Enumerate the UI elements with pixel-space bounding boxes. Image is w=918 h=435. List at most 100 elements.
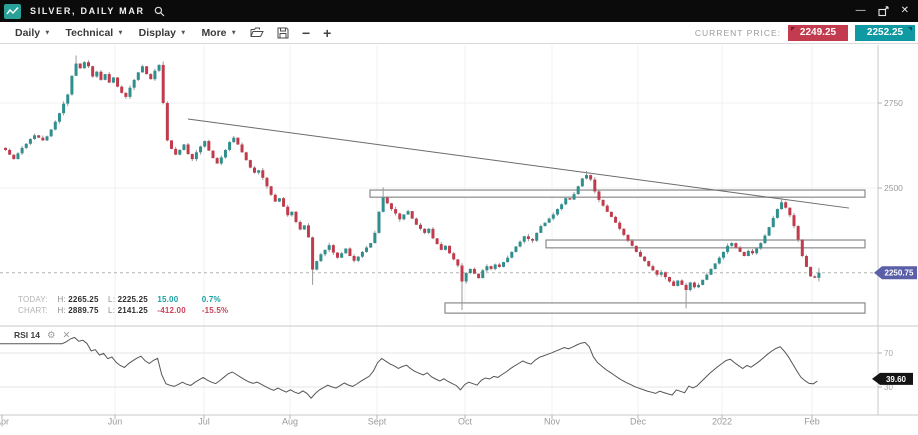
candle [203, 141, 207, 147]
trendline[interactable] [187, 118, 850, 209]
candle [746, 250, 750, 256]
candle [57, 113, 61, 122]
candle [41, 137, 45, 141]
candle [555, 209, 559, 215]
info-row-chart: CHART: H: 2889.75 L: 2141.25 -412.00 -15… [18, 306, 244, 317]
chart-high-value: 2889.75 [68, 305, 99, 315]
candle [585, 175, 588, 179]
candle [535, 232, 539, 241]
chevron-down-icon: ▼ [230, 29, 237, 37]
chart-low-value: 2141.25 [117, 305, 148, 315]
menu-display[interactable]: Display ▼ [139, 27, 187, 39]
candle [721, 251, 725, 258]
candle [419, 224, 422, 229]
candle [311, 237, 315, 270]
candle [28, 139, 32, 144]
rsi-line [0, 336, 818, 399]
rsi-settings-gear-icon[interactable]: ⚙ [47, 329, 56, 341]
restore-button[interactable] [878, 5, 889, 17]
menu-daily[interactable]: Daily ▼ [15, 27, 51, 39]
candle [116, 77, 120, 87]
chart-canvas[interactable]: Apr Jun Jul Aug Sept Oct Nov Dec 2022 Feb 2750 2500… [0, 44, 918, 435]
save-icon[interactable] [277, 27, 289, 39]
zoom-in-button[interactable]: + [323, 24, 332, 41]
bid-price-badge: 2249.25 [788, 24, 848, 41]
candle [626, 234, 630, 241]
candle [253, 167, 256, 173]
candle [564, 198, 568, 205]
titlebar: SILVER, DAILY MAR — ✕ [0, 0, 918, 22]
candle [605, 205, 609, 212]
candle [692, 282, 696, 288]
candle [655, 270, 659, 275]
candle [439, 244, 443, 250]
ask-price-badge: 2252.25 [855, 24, 915, 41]
today-label: TODAY: [18, 295, 48, 304]
candle [427, 228, 431, 233]
candle [551, 214, 555, 219]
candle [431, 228, 435, 239]
candle [510, 251, 514, 258]
candle [178, 149, 182, 155]
candle [161, 64, 165, 103]
candle [448, 245, 452, 254]
candle [651, 266, 655, 271]
candle [647, 261, 651, 267]
candle [477, 273, 481, 279]
month-label: Jul [198, 417, 210, 427]
candle [784, 202, 788, 208]
candle [775, 209, 779, 218]
candle [261, 170, 265, 178]
candle [638, 251, 642, 257]
candle [755, 248, 759, 254]
menu-technical[interactable]: Technical ▼ [66, 27, 124, 39]
candle [751, 250, 754, 254]
price-zone-rectangle[interactable] [545, 239, 866, 249]
candle [182, 144, 186, 150]
candle [614, 216, 618, 223]
candle [713, 263, 717, 269]
candle [589, 175, 593, 180]
candle [352, 256, 356, 261]
candle [576, 186, 580, 195]
current-price-label: CURRENT PRICE: [694, 27, 781, 38]
candle [319, 254, 323, 262]
candle [257, 170, 261, 173]
close-button[interactable]: ✕ [900, 5, 909, 16]
menu-more-label: More [201, 26, 227, 39]
rsi-label: RSI 14 [14, 330, 40, 340]
candle [153, 70, 157, 80]
candle [103, 74, 107, 80]
candle [668, 277, 671, 282]
candle [580, 178, 584, 187]
open-layout-icon[interactable] [250, 27, 264, 38]
candle [140, 66, 144, 73]
candle [780, 202, 784, 210]
search-icon[interactable] [154, 6, 165, 17]
candle [149, 74, 153, 80]
minimize-button[interactable]: — [855, 5, 866, 16]
candle [423, 228, 427, 233]
menu-more[interactable]: More ▼ [201, 27, 237, 39]
price-axis-label: 2750 [884, 98, 903, 108]
candle [232, 137, 236, 143]
candle [74, 63, 78, 76]
candle [497, 264, 501, 267]
month-label: Oct [458, 417, 473, 427]
rsi-close-icon[interactable]: ✕ [62, 329, 71, 341]
zoom-out-button[interactable]: − [301, 24, 311, 41]
price-zone-rectangle[interactable] [369, 189, 866, 198]
candle [622, 228, 626, 235]
candle [219, 157, 223, 164]
candle [502, 262, 505, 267]
candle [99, 71, 103, 80]
candle [742, 251, 746, 256]
candle [522, 236, 526, 242]
month-label: Apr [0, 417, 9, 427]
candle [697, 284, 701, 288]
candle [597, 191, 601, 200]
price-axis-label: 2500 [884, 183, 903, 193]
candle [709, 268, 713, 275]
candle [336, 252, 339, 258]
price-zone-rectangle[interactable] [444, 302, 866, 314]
